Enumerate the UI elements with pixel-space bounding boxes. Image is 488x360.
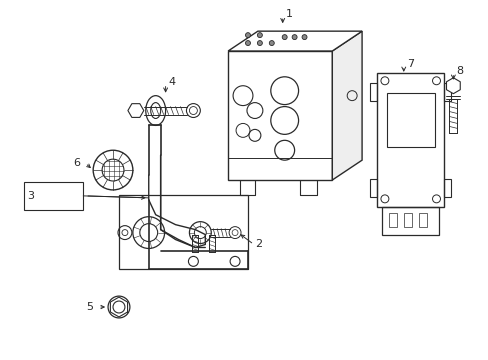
Circle shape — [257, 33, 262, 37]
Polygon shape — [128, 104, 143, 117]
Text: 1: 1 — [285, 9, 292, 19]
Bar — [388, 213, 396, 227]
Circle shape — [269, 41, 274, 46]
Bar — [376, 73, 444, 207]
Bar — [381, 207, 439, 235]
Polygon shape — [446, 78, 459, 94]
Circle shape — [291, 35, 297, 40]
Bar — [24, 182, 83, 210]
Polygon shape — [332, 31, 361, 180]
Polygon shape — [228, 31, 361, 51]
Text: 4: 4 — [168, 77, 175, 87]
Text: 6: 6 — [73, 158, 80, 168]
Bar — [444, 179, 450, 197]
Ellipse shape — [150, 103, 161, 118]
Bar — [369, 179, 376, 197]
Text: 7: 7 — [406, 59, 413, 69]
Bar — [228, 51, 332, 180]
Bar — [386, 93, 434, 147]
Bar — [418, 213, 426, 227]
Circle shape — [302, 35, 306, 40]
Text: 5: 5 — [86, 302, 93, 312]
Bar — [444, 83, 450, 100]
Circle shape — [245, 33, 250, 37]
Ellipse shape — [145, 96, 165, 125]
Text: 8: 8 — [455, 66, 463, 76]
Text: 3: 3 — [27, 191, 34, 201]
Circle shape — [257, 41, 262, 46]
Text: 2: 2 — [254, 239, 262, 249]
Circle shape — [245, 41, 250, 46]
Bar — [403, 213, 411, 227]
Bar — [369, 83, 376, 100]
Bar — [119, 195, 247, 269]
Circle shape — [282, 35, 286, 40]
